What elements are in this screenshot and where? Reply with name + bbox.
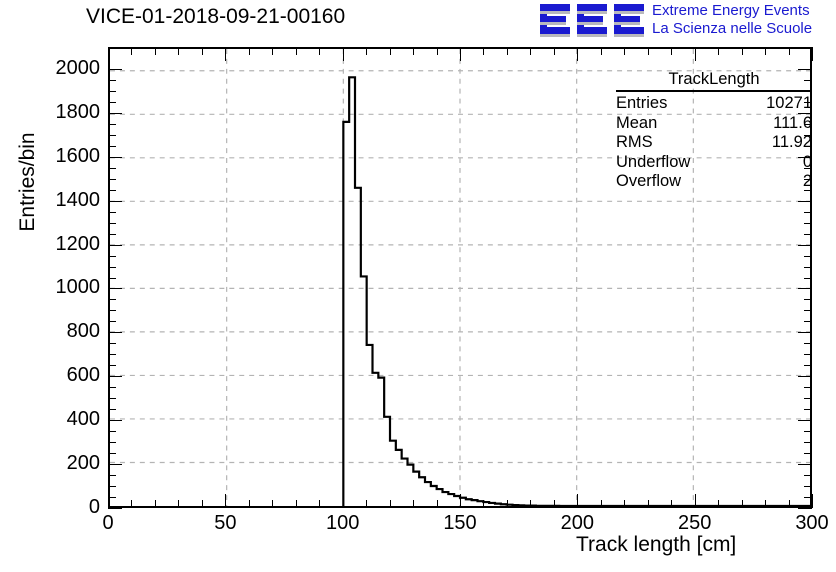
- x-tick-label: 200: [560, 512, 595, 534]
- y-tick-label: 1400: [55, 188, 101, 211]
- stats-row-value: 2: [802, 172, 812, 190]
- logo-line-1: Extreme Energy Events: [652, 2, 810, 19]
- y-tick-label: 400: [66, 408, 100, 431]
- stats-row-value: 10271: [766, 94, 812, 112]
- y-tick-label: 1600: [55, 144, 101, 167]
- eee-letter-icon: [540, 4, 570, 37]
- x-tick-label: 250: [677, 512, 712, 534]
- stats-row-value: 0: [802, 152, 812, 171]
- logo-line-2: La Scienza nelle Scuole: [652, 20, 813, 37]
- y-tick-label: 2000: [55, 56, 101, 79]
- x-tick-label: 100: [325, 512, 360, 534]
- stats-row-value: 111.6: [773, 113, 812, 132]
- eee-letter-icon: [614, 4, 644, 37]
- eee-logo: Extreme Energy Events La Scienza nelle S…: [540, 2, 836, 40]
- histogram-curve: [342, 76, 810, 506]
- stats-rows: Entries 10271 Mean 111.6 RMS 11.92 Under…: [616, 94, 812, 192]
- y-tick-label: 1000: [55, 276, 101, 299]
- y-tick-label: 800: [66, 320, 100, 343]
- x-tick-label: 300: [795, 512, 829, 534]
- stats-row: Underflow 0: [616, 153, 812, 173]
- stats-divider: [616, 90, 812, 92]
- x-axis-title: Track length [cm]: [576, 533, 737, 556]
- stats-row-key: Entries: [616, 94, 668, 112]
- stats-row: RMS 11.92: [616, 133, 812, 153]
- stats-title: TrackLength: [668, 70, 760, 88]
- eee-mark-icon: [540, 4, 646, 37]
- x-tick-label: 50: [214, 512, 237, 534]
- y-tick-label: 600: [66, 364, 100, 387]
- stats-row: Overflow 2: [616, 172, 812, 192]
- stats-row-value: 11.92: [771, 133, 812, 151]
- stats-row: Mean 111.6: [616, 114, 812, 134]
- y-tick-label: 1200: [55, 232, 101, 255]
- stats-row-key: Mean: [616, 113, 658, 132]
- logo-text: Extreme Energy Events La Scienza nelle S…: [652, 2, 812, 38]
- x-tick-label: 0: [102, 512, 114, 534]
- x-tick-label: 150: [443, 512, 477, 534]
- y-tick-label: 1800: [55, 100, 101, 123]
- eee-letter-icon: [577, 4, 607, 37]
- stats-row-key: Overflow: [616, 172, 682, 190]
- stats-row-key: Underflow: [616, 152, 691, 171]
- stats-row: Entries 10271: [616, 94, 812, 114]
- y-tick-label: 0: [88, 496, 100, 518]
- stats-box: TrackLength Entries 10271 Mean 111.6 RMS…: [616, 70, 812, 192]
- y-tick-label: 200: [66, 452, 100, 475]
- stats-row-key: RMS: [616, 133, 653, 151]
- page-title: VICE-01-2018-09-21-00160: [86, 5, 346, 28]
